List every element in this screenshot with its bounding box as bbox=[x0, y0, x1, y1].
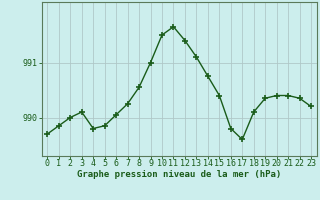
X-axis label: Graphe pression niveau de la mer (hPa): Graphe pression niveau de la mer (hPa) bbox=[77, 170, 281, 179]
